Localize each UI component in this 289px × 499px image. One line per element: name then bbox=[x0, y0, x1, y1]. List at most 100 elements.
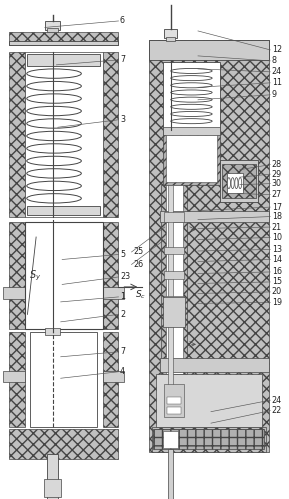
Text: 8: 8 bbox=[272, 56, 277, 65]
Ellipse shape bbox=[171, 90, 212, 95]
Bar bbox=[164, 29, 177, 38]
Ellipse shape bbox=[27, 131, 81, 141]
Bar bbox=[227, 173, 243, 193]
Bar bbox=[27, 54, 100, 66]
Bar bbox=[25, 52, 103, 217]
Bar bbox=[9, 32, 118, 45]
Bar bbox=[25, 222, 103, 329]
Text: 15: 15 bbox=[272, 277, 282, 286]
Text: 18: 18 bbox=[272, 212, 282, 221]
Bar bbox=[220, 160, 258, 202]
Text: 23: 23 bbox=[120, 272, 130, 281]
Ellipse shape bbox=[171, 111, 212, 116]
Text: 3: 3 bbox=[120, 115, 125, 124]
Bar bbox=[27, 206, 100, 215]
Bar bbox=[9, 52, 25, 217]
Text: 4: 4 bbox=[120, 367, 125, 376]
Bar bbox=[222, 164, 256, 198]
Text: 24: 24 bbox=[272, 396, 282, 405]
Ellipse shape bbox=[171, 104, 212, 109]
Bar bbox=[9, 332, 25, 427]
Bar bbox=[30, 332, 97, 427]
Text: 7: 7 bbox=[120, 347, 125, 356]
Ellipse shape bbox=[235, 178, 238, 189]
Bar bbox=[47, 454, 58, 499]
Text: 27: 27 bbox=[272, 190, 282, 199]
Bar bbox=[103, 371, 124, 382]
Text: 20: 20 bbox=[272, 287, 282, 296]
Bar bbox=[167, 397, 181, 404]
Bar bbox=[168, 449, 173, 499]
Text: 9: 9 bbox=[272, 90, 277, 99]
Text: $S_y$: $S_y$ bbox=[29, 268, 41, 283]
Bar bbox=[103, 287, 124, 299]
Text: 26: 26 bbox=[133, 260, 143, 269]
Ellipse shape bbox=[27, 94, 81, 103]
Text: 17: 17 bbox=[272, 203, 282, 212]
Bar bbox=[153, 429, 264, 449]
Bar bbox=[9, 41, 118, 45]
Bar bbox=[45, 328, 60, 335]
Ellipse shape bbox=[227, 178, 230, 189]
Bar bbox=[164, 247, 184, 254]
Bar bbox=[166, 135, 217, 182]
Text: 22: 22 bbox=[272, 406, 282, 415]
Bar bbox=[163, 297, 185, 327]
Bar bbox=[44, 479, 61, 497]
Text: 6: 6 bbox=[120, 16, 125, 25]
Ellipse shape bbox=[27, 69, 81, 78]
Bar bbox=[103, 332, 118, 427]
Ellipse shape bbox=[27, 81, 81, 91]
Bar bbox=[168, 185, 173, 399]
Text: 30: 30 bbox=[272, 179, 282, 188]
Text: 1: 1 bbox=[120, 292, 125, 301]
Text: 14: 14 bbox=[272, 255, 282, 264]
Text: 11: 11 bbox=[272, 78, 282, 87]
Bar bbox=[149, 40, 269, 60]
Bar bbox=[166, 185, 183, 374]
Bar bbox=[164, 384, 184, 417]
Text: 19: 19 bbox=[272, 298, 282, 307]
Ellipse shape bbox=[171, 119, 212, 124]
Bar bbox=[163, 130, 220, 185]
Text: 7: 7 bbox=[120, 55, 125, 64]
Text: 29: 29 bbox=[272, 170, 282, 179]
Text: 28: 28 bbox=[272, 160, 282, 169]
Bar bbox=[47, 28, 58, 32]
Ellipse shape bbox=[27, 119, 81, 128]
Text: 12: 12 bbox=[272, 45, 282, 54]
Bar bbox=[103, 222, 118, 329]
Bar bbox=[163, 127, 220, 135]
Bar bbox=[164, 212, 184, 222]
Ellipse shape bbox=[27, 106, 81, 116]
Ellipse shape bbox=[171, 68, 212, 73]
Text: 21: 21 bbox=[272, 223, 282, 232]
Bar bbox=[9, 222, 25, 329]
Bar bbox=[45, 21, 60, 30]
Ellipse shape bbox=[231, 178, 234, 189]
Text: 2: 2 bbox=[120, 310, 125, 319]
Bar bbox=[164, 271, 184, 279]
Text: $S_c$: $S_c$ bbox=[135, 288, 146, 301]
Bar bbox=[163, 431, 178, 448]
Text: 5: 5 bbox=[120, 250, 125, 259]
Ellipse shape bbox=[27, 156, 81, 166]
Ellipse shape bbox=[27, 181, 81, 191]
Bar bbox=[160, 211, 269, 222]
Bar bbox=[3, 371, 25, 382]
Text: 24: 24 bbox=[272, 67, 282, 76]
Bar bbox=[163, 62, 220, 130]
Bar bbox=[166, 37, 175, 41]
Text: 10: 10 bbox=[272, 233, 282, 242]
Ellipse shape bbox=[171, 83, 212, 88]
Bar bbox=[164, 296, 184, 304]
Text: 16: 16 bbox=[272, 267, 282, 276]
Bar bbox=[3, 287, 25, 299]
Ellipse shape bbox=[171, 76, 212, 81]
Bar bbox=[9, 429, 118, 459]
Bar bbox=[156, 374, 262, 427]
Text: 13: 13 bbox=[272, 245, 282, 254]
Bar bbox=[160, 358, 269, 372]
Bar bbox=[167, 407, 181, 414]
Bar bbox=[152, 427, 266, 452]
